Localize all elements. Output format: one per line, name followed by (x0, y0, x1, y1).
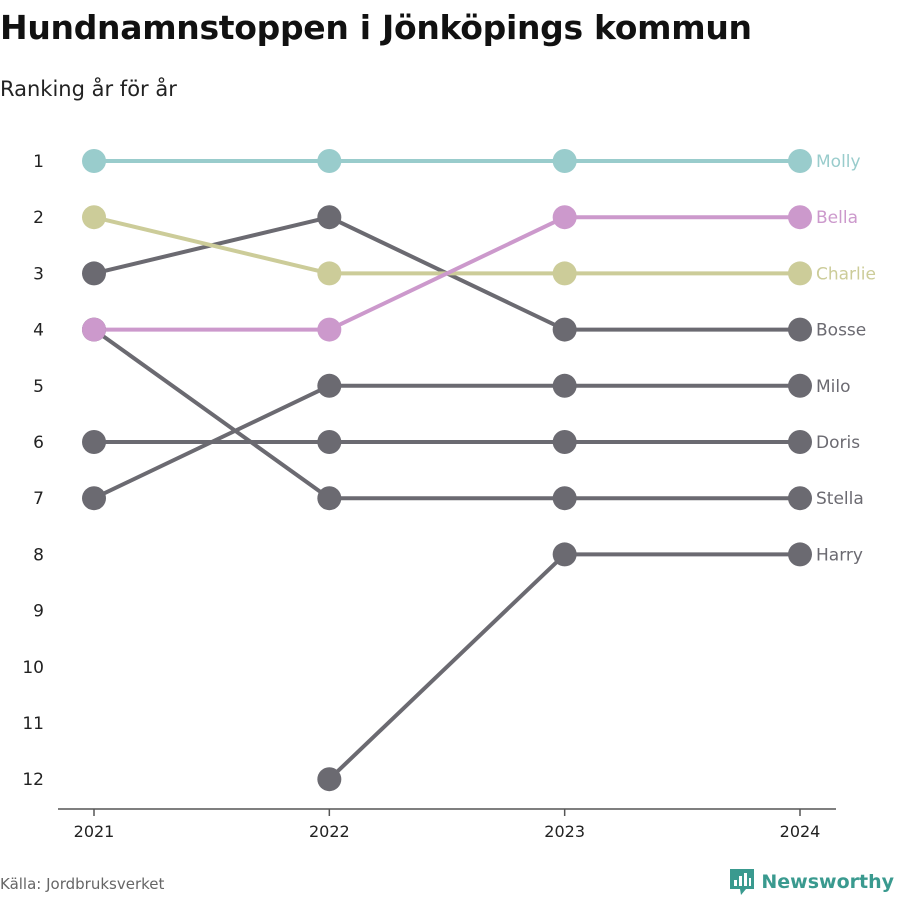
brand-name: Newsworthy (761, 871, 894, 893)
series-label-doris: Doris (816, 433, 860, 453)
data-point-bosse (552, 317, 577, 342)
x-tick-label: 2022 (309, 822, 350, 841)
data-point-doris (82, 430, 106, 454)
data-point-bella (317, 317, 342, 342)
data-point-bella (82, 317, 106, 342)
data-point-bosse (788, 317, 812, 342)
data-point-bella (788, 205, 812, 230)
data-point-stella (317, 486, 342, 511)
series-line-harry (327, 552, 802, 782)
y-tick-label: 9 (33, 602, 44, 622)
y-tick-label: 5 (33, 377, 44, 397)
series-line-charlie (92, 215, 802, 276)
series-label-stella: Stella (816, 489, 864, 509)
y-tick-label: 12 (22, 770, 44, 790)
chart-title: Hundnamnstoppen i Jönköpings kommun (0, 8, 752, 47)
series-label-charlie: Charlie (816, 264, 876, 284)
data-point-stella (788, 486, 812, 511)
data-point-stella (552, 486, 577, 511)
bar-chart-icon (730, 869, 755, 895)
y-tick-label: 11 (22, 714, 44, 734)
data-point-harry (788, 542, 812, 567)
data-point-doris (317, 430, 342, 454)
series-line-stella (92, 327, 802, 501)
x-tick-label: 2023 (544, 822, 585, 841)
brand-logo: Newsworthy (729, 868, 894, 896)
x-tick-label: 2021 (74, 822, 115, 841)
series-line-bella (92, 215, 802, 332)
data-point-charlie (552, 261, 577, 286)
chart-subtitle: Ranking år för år (0, 77, 177, 101)
series-label-bosse: Bosse (816, 321, 866, 341)
y-tick-label: 1 (33, 152, 44, 172)
data-point-milo (82, 486, 106, 511)
data-point-molly (788, 149, 812, 173)
data-point-bosse (317, 205, 342, 230)
series-label-bella: Bella (816, 208, 858, 228)
y-tick-label: 10 (22, 658, 44, 678)
data-point-harry (552, 542, 577, 567)
data-point-molly (317, 149, 342, 173)
y-tick-label: 3 (33, 264, 44, 284)
y-tick-label: 7 (33, 489, 44, 509)
data-point-doris (788, 430, 812, 454)
data-point-bosse (82, 261, 106, 286)
series-label-milo: Milo (816, 377, 851, 397)
data-point-milo (552, 373, 577, 398)
y-tick-label: 2 (33, 208, 44, 228)
source-note: Källa: Jordbruksverket (0, 875, 165, 893)
x-tick-label: 2024 (780, 822, 821, 841)
data-point-harry (317, 767, 342, 792)
series-label-molly: Molly (816, 152, 861, 172)
data-point-milo (317, 373, 342, 398)
y-tick-label: 4 (33, 321, 44, 341)
data-point-charlie (82, 205, 106, 230)
series-label-harry: Harry (816, 545, 863, 565)
series-line-milo (92, 383, 802, 501)
data-point-bella (552, 205, 577, 230)
data-point-milo (788, 373, 812, 398)
y-tick-label: 6 (33, 433, 44, 453)
data-point-charlie (317, 261, 342, 286)
data-point-molly (82, 149, 106, 173)
data-point-doris (552, 430, 577, 454)
y-tick-label: 8 (33, 545, 44, 565)
data-point-molly (552, 149, 577, 173)
data-point-charlie (788, 261, 812, 286)
